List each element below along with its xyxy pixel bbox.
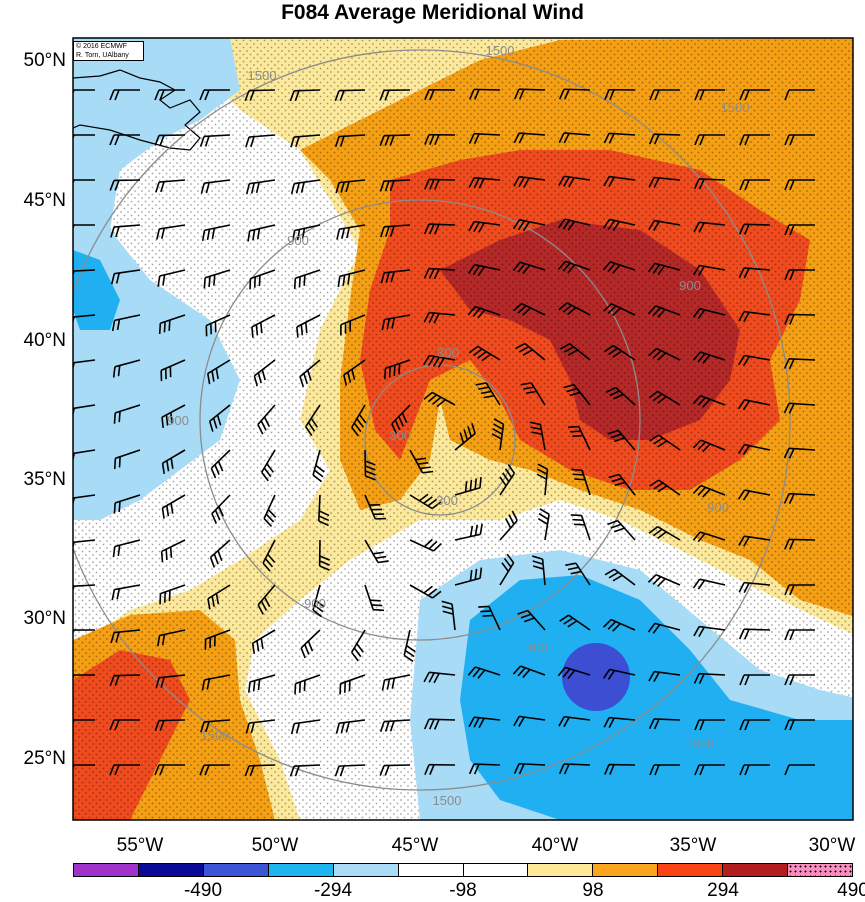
lat-tick-label: 50°N	[24, 50, 66, 71]
contour-label: 900	[679, 278, 701, 293]
colorbar-label: -294	[314, 880, 352, 902]
lat-tick-label: 30°N	[24, 608, 66, 629]
colorbar-swatch	[464, 864, 529, 876]
contour-label: 1500	[433, 793, 462, 808]
colorbar-swatch	[269, 864, 334, 876]
contour-label: 900	[287, 233, 309, 248]
colorbar-swatch	[658, 864, 723, 876]
lon-tick-label: 30°W	[809, 835, 856, 856]
contour-label: 900	[707, 500, 729, 515]
credit-line-1: © 2016 ECMWF	[76, 42, 143, 51]
lon-tick-label: 45°W	[392, 835, 439, 856]
colorbar-swatch	[788, 864, 852, 876]
colorbar-label: 98	[582, 880, 603, 902]
lat-tick-label: 40°N	[24, 330, 66, 351]
contour-label: 1500	[201, 728, 230, 743]
contour-label: 1500	[721, 100, 750, 115]
lon-tick-label: 55°W	[117, 835, 164, 856]
colorbar-swatch	[399, 864, 464, 876]
colorbar-swatch	[334, 864, 399, 876]
colorbar-swatch	[593, 864, 658, 876]
colorbar-swatch	[74, 864, 139, 876]
contour-label: 1500	[486, 43, 515, 58]
colorbar-swatch	[723, 864, 788, 876]
colorbar	[73, 863, 853, 877]
contour-label: 300	[436, 493, 458, 508]
colorbar-swatch	[139, 864, 204, 876]
lat-tick-label: 25°N	[24, 748, 66, 769]
contour-label: 900	[304, 596, 326, 611]
contour-label: 900	[167, 413, 189, 428]
contour-label: 1500	[248, 68, 277, 83]
contour-label: 300	[389, 428, 411, 443]
lat-tick-label: 35°N	[24, 469, 66, 490]
colorbar-swatch	[528, 864, 593, 876]
credit-line-2: R. Torn, UAlbany	[76, 51, 143, 60]
contour-label: 300	[437, 345, 459, 360]
colorbar-swatch	[204, 864, 269, 876]
colorbar-label: 294	[707, 880, 739, 902]
lat-tick-label: 45°N	[24, 190, 66, 211]
lon-tick-label: 40°W	[532, 835, 579, 856]
contour-label: 900	[526, 640, 548, 655]
lon-tick-label: 50°W	[252, 835, 299, 856]
contour-label: 1500	[686, 736, 715, 751]
dark-blue-core	[562, 643, 630, 711]
colorbar-label: -490	[184, 880, 222, 902]
colorbar-label: -98	[449, 880, 476, 902]
lon-tick-label: 35°W	[670, 835, 717, 856]
credit-box: © 2016 ECMWF R. Torn, UAlbany	[73, 41, 144, 61]
colorbar-label: 490	[837, 880, 865, 902]
